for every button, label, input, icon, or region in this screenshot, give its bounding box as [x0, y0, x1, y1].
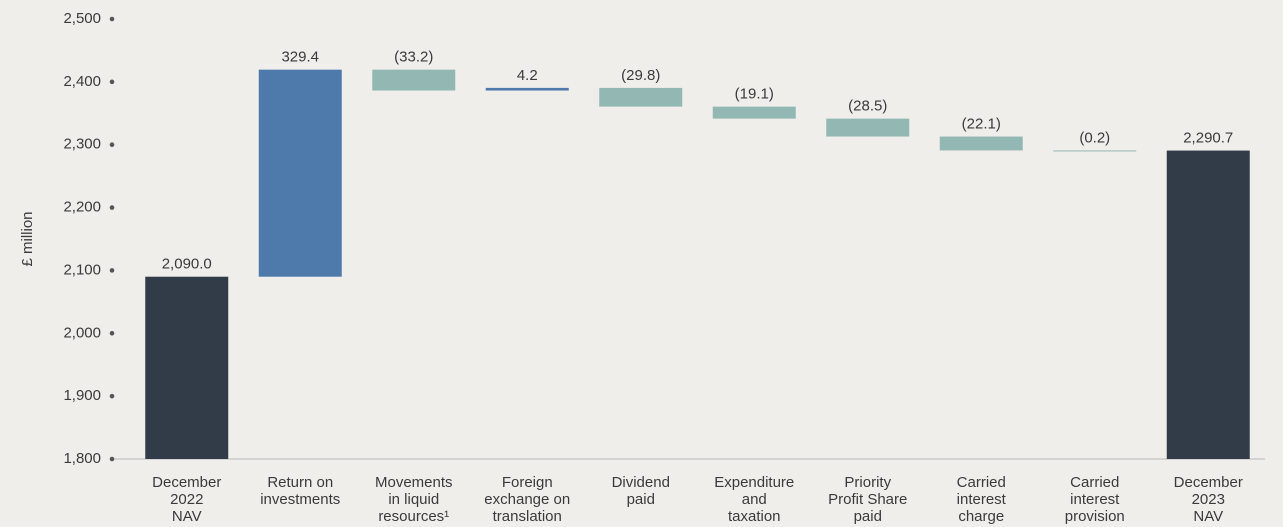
bar: [939, 136, 1023, 151]
value-label: 2,090.0: [162, 256, 212, 273]
value-label: 329.4: [281, 49, 319, 66]
x-tick-label: translation: [493, 508, 562, 525]
x-tick-label: 2023: [1192, 491, 1225, 508]
x-tick-label: exchange on: [484, 491, 570, 508]
x-tick-label: December: [1174, 474, 1243, 491]
x-tick-label: Priority: [844, 474, 891, 491]
bar: [145, 276, 229, 459]
y-tick-mark: [109, 79, 115, 85]
value-label: 4.2: [517, 67, 538, 84]
bar: [826, 118, 910, 137]
x-tick-label: Carried: [957, 474, 1006, 491]
x-tick-label: Foreign: [502, 474, 553, 491]
y-tick-label: 2,000: [63, 324, 101, 341]
bar: [485, 87, 569, 91]
y-tick-mark: [109, 393, 115, 399]
value-label: (28.5): [848, 98, 887, 115]
y-tick-mark: [109, 268, 115, 273]
x-tick-label: resources¹: [378, 508, 449, 525]
y-tick-label: 2,400: [63, 73, 101, 90]
x-tick-label: in liquid: [388, 491, 439, 508]
bar: [1053, 150, 1137, 152]
y-tick-label: 1,900: [63, 387, 101, 404]
y-tick-mark: [109, 456, 115, 462]
y-tick-mark: [109, 142, 115, 148]
x-tick-label: 2022: [170, 491, 203, 508]
y-tick-mark: [109, 330, 115, 336]
x-tick-label: Return on: [267, 474, 333, 491]
x-tick-label: charge: [958, 508, 1004, 525]
x-tick-label: NAV: [1193, 508, 1223, 525]
bar: [372, 69, 456, 91]
x-tick-label: interest: [957, 491, 1007, 508]
y-tick-label: 1,800: [63, 450, 101, 467]
x-tick-label: and: [742, 491, 767, 508]
x-tick-label: Carried: [1070, 474, 1119, 491]
y-tick-label: 2,200: [63, 199, 101, 216]
x-tick-label: interest: [1070, 491, 1120, 508]
x-tick-label: Movements: [375, 474, 453, 491]
x-tick-label: provision: [1065, 508, 1125, 525]
value-label: 2,290.7: [1183, 130, 1233, 147]
x-tick-label: taxation: [728, 508, 781, 525]
x-tick-label: investments: [260, 491, 340, 508]
x-tick-label: paid: [854, 508, 882, 525]
x-tick-label: December: [152, 474, 221, 491]
bar: [712, 106, 796, 119]
bar: [1166, 150, 1250, 459]
bar: [258, 69, 342, 277]
x-tick-label: Profit Share: [828, 491, 907, 508]
value-label: (19.1): [735, 86, 774, 103]
value-label: (33.2): [394, 49, 433, 66]
x-tick-label: Expenditure: [714, 474, 794, 491]
x-tick-label: NAV: [172, 508, 202, 525]
y-tick-mark: [109, 16, 115, 22]
x-tick-label: Dividend: [612, 474, 670, 491]
y-tick-label: 2,100: [63, 261, 101, 278]
y-tick-label: 2,300: [63, 136, 101, 153]
y-tick-label: 2,500: [63, 10, 101, 27]
bar: [599, 87, 683, 107]
value-label: (29.8): [621, 67, 660, 84]
value-label: (0.2): [1079, 129, 1110, 146]
x-tick-label: paid: [627, 491, 655, 508]
value-label: (22.1): [962, 116, 1001, 133]
y-tick-mark: [109, 205, 115, 210]
y-axis-label: £ million: [19, 211, 36, 266]
